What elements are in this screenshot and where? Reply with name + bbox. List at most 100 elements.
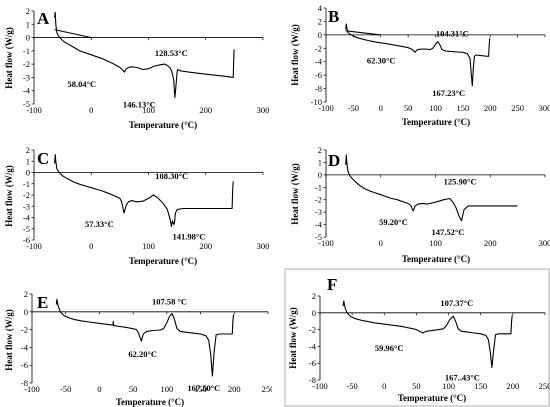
y-tick-label: -6	[315, 70, 322, 80]
x-tick-label: 200	[484, 238, 497, 248]
y-tick-label: 0	[312, 308, 316, 318]
peak-annotation: 108.30°C	[155, 171, 188, 181]
dsc-curve	[345, 154, 518, 222]
peak-annotation: 167..43°C	[445, 372, 480, 382]
y-tick-label: -4	[23, 86, 31, 96]
peak-annotation: 141.98°C	[173, 232, 206, 242]
dsc-curve	[55, 298, 235, 377]
y-tick-label: -3	[23, 72, 30, 82]
y-tick-label: -2	[315, 43, 322, 53]
x-tick-label: 150	[457, 103, 470, 113]
y-tick-label: -2	[23, 59, 30, 69]
panel-letter: A	[37, 9, 50, 28]
y-tick-label: 0	[24, 307, 28, 317]
y-tick-label: -8	[21, 378, 28, 388]
panel-a: -100 0 100 200 300 -5 -4 -3 -2 -1 0 1 2 Temperature (…	[4, 6, 270, 130]
x-tick-label: -50	[346, 381, 357, 391]
y-tick-label: 2	[312, 291, 316, 301]
y-tick-label: -5	[23, 99, 30, 109]
x-tick-label: 0	[89, 241, 93, 251]
x-tick-label: -100	[26, 105, 42, 115]
x-tick-label: 300	[539, 238, 550, 248]
panel-letter: B	[328, 7, 339, 26]
x-tick-label: -50	[60, 384, 71, 394]
peak-annotation: 104.31°C	[436, 29, 469, 39]
y-tick-label: -6	[23, 235, 30, 245]
x-tick-label: 100	[442, 381, 455, 391]
x-tick-label: 100	[429, 103, 442, 113]
dsc-curve	[345, 23, 491, 87]
x-tick-label: 0	[89, 105, 93, 115]
x-tick-label: 200	[506, 381, 519, 391]
y-tick-label: -2	[21, 325, 28, 335]
y-tick-label: -8	[309, 375, 316, 385]
peak-annotation: 62.20°C	[128, 349, 157, 359]
x-tick-label: 0	[379, 103, 383, 113]
x-tick-label: 150	[474, 381, 487, 391]
y-tick-label: -4	[309, 341, 317, 351]
x-tick-label: 0	[382, 381, 386, 391]
y-axis-title: Heat flow (W/g)	[4, 309, 14, 370]
panel-letter: E	[37, 293, 48, 312]
panel-frame	[284, 268, 550, 407]
y-tick-label: -2	[23, 190, 30, 200]
x-tick-label: -100	[24, 384, 40, 394]
x-axis-title: Temperature (°C)	[116, 397, 184, 407]
y-tick-label: -2	[309, 325, 316, 335]
y-tick-label: -1	[315, 182, 322, 192]
y-tick-label: -5	[315, 232, 322, 242]
y-tick-label: -2	[315, 195, 322, 205]
peak-annotation: 146.13°C	[123, 99, 156, 109]
peak-annotation: 59.96°C	[375, 343, 404, 353]
x-tick-label: 100	[429, 238, 442, 248]
x-tick-label: 300	[257, 105, 270, 115]
panel-c: -100 0 100 200 300-6-5-4-3-2-1012Temperature…	[4, 145, 269, 266]
x-tick-label: 0	[379, 238, 383, 248]
y-tick-label: -1	[23, 46, 30, 56]
peak-annotation: 147.52°C	[432, 227, 465, 237]
y-tick-label: 2	[26, 6, 30, 16]
y-tick-label: 2	[318, 145, 322, 155]
peak-annotation: 59.20°C	[379, 217, 408, 227]
dsc-curve	[54, 11, 235, 98]
x-tick-label: 50	[412, 381, 421, 391]
x-axis-title: Temperature (°C)	[129, 256, 197, 266]
y-tick-label: 2	[26, 145, 30, 155]
peak-annotation: 107.58 °C	[152, 297, 187, 307]
y-tick-label: -3	[315, 207, 322, 217]
x-tick-label: 200	[199, 105, 212, 115]
x-axis-title: Temperature (°C)	[398, 393, 466, 403]
y-tick-label: 0	[26, 168, 30, 178]
x-axis-title: Temperature (°C)	[129, 120, 197, 130]
x-tick-label: 100	[142, 105, 155, 115]
peak-annotation: 57.33°C	[85, 219, 114, 229]
y-tick-label: 0	[26, 33, 30, 43]
x-tick-label: 100	[160, 384, 173, 394]
y-axis-title: Heat flow (W/g)	[290, 24, 300, 85]
panel-letter: C	[37, 149, 49, 168]
y-tick-label: 2	[318, 16, 322, 26]
x-tick-label: -100	[26, 241, 42, 251]
peak-annotation: 62.30°C	[367, 55, 396, 65]
x-tick-label: 250	[511, 103, 524, 113]
y-tick-label: 0	[318, 30, 322, 40]
x-axis-title: Temperature (°C)	[402, 117, 470, 127]
y-tick-label: -4	[23, 213, 31, 223]
dsc-curve	[54, 29, 92, 39]
x-tick-label: -100	[318, 103, 334, 113]
y-tick-label: -1	[23, 179, 30, 189]
peak-annotation: 125.90°C	[444, 176, 477, 186]
peak-annotation: 58.04°C	[67, 79, 96, 89]
y-tick-label: -3	[23, 201, 30, 211]
x-tick-label: -100	[312, 381, 328, 391]
peak-annotation: 167.23°C	[432, 88, 465, 98]
y-axis-title: Heat flow (W/g)	[288, 307, 298, 368]
y-axis-title: Heat flow (W/g)	[290, 163, 300, 224]
panel-e: -100 -50 0 50 100 150 200 250 -8 -6 -4 -2 0 2 Temperat…	[4, 289, 272, 407]
dsc-curve	[345, 30, 381, 36]
y-tick-label: 2	[24, 289, 28, 299]
x-tick-label: 50	[129, 384, 138, 394]
panel-letter: F	[327, 275, 337, 294]
panel-f: -100 -50 0 50 100 150 200 250 -8 -6 -4 -2 0 2 Temperat…	[284, 268, 550, 407]
y-tick-label: -10	[311, 97, 322, 107]
